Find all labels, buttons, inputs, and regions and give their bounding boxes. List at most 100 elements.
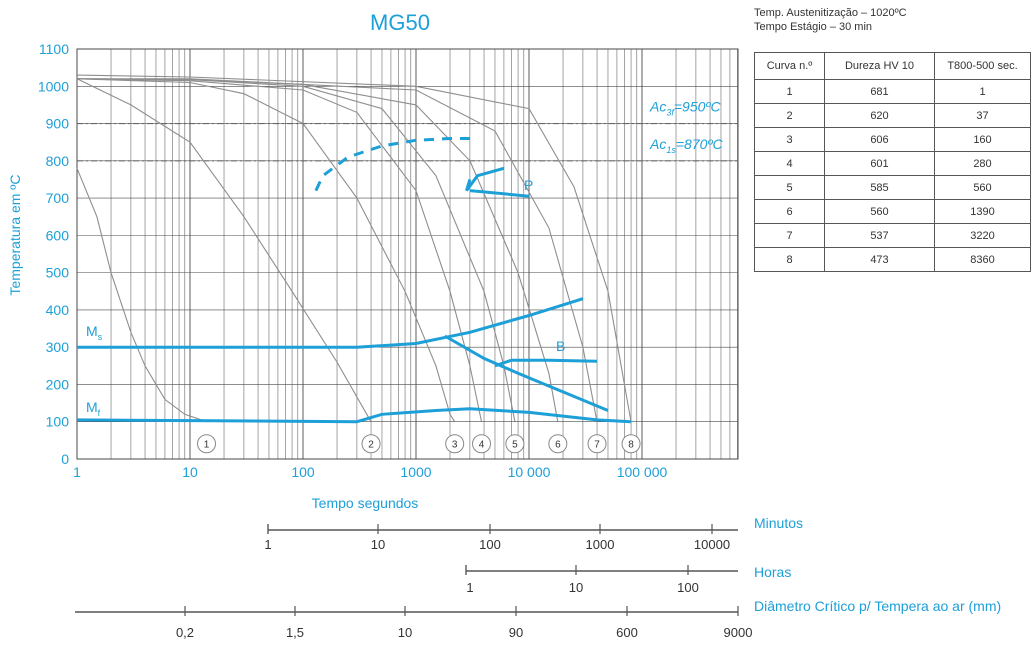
secondary-tick-label: 1 [466, 580, 473, 595]
table-row: 6 560 1390 [754, 199, 1031, 224]
transformation-line [314, 137, 470, 192]
curve-marker [505, 434, 525, 454]
table-cell: 280 [934, 151, 1031, 176]
y-axis-label: Temperatura em ºC [7, 174, 23, 295]
grid [76, 48, 739, 460]
table-cell: 620 [824, 103, 935, 128]
cooling-curve [76, 168, 207, 423]
transformation-line [77, 297, 584, 349]
x-tick-label: 10 [182, 464, 198, 480]
cooling-curve [76, 78, 559, 422]
table-cell: 606 [824, 127, 935, 152]
y-tick-label: 400 [46, 302, 70, 318]
x-tick-label: 10 000 [508, 464, 551, 480]
ref-label-value: =950ºC [674, 99, 722, 115]
secondary-tick-label: 1,5 [286, 625, 304, 640]
cooling-curve [77, 78, 598, 422]
table-cell: 473 [824, 247, 935, 272]
secondary-tick-label: 10 [371, 537, 385, 552]
transformation-lines: P B Ms Mf [76, 137, 632, 424]
table-cell: 1 [754, 79, 825, 104]
table-cell: 8 [754, 247, 825, 272]
y-tick-label: 1100 [39, 41, 69, 57]
pearlite-label: P [524, 177, 533, 193]
ref-label-sub: 1s [666, 145, 676, 155]
curve-marker [197, 434, 217, 454]
curve-marker [445, 434, 465, 454]
curve-marker-label: 8 [628, 440, 634, 451]
table-cell: 4 [754, 151, 825, 176]
table-row: 2 620 37 [754, 103, 1031, 128]
curve-marker [472, 434, 492, 454]
table-cell: 5 [754, 175, 825, 200]
table-header: Curva n.º [754, 52, 825, 80]
x-axis-label: Tempo segundos [312, 495, 419, 511]
secondary-axis-label-minutes: Minutos [754, 515, 804, 531]
curve-marker [587, 434, 607, 454]
table-cell: 8360 [934, 247, 1031, 272]
reference-lines: Ac3f=950ºC Ac1s=870ºC [77, 99, 738, 162]
curve-marker [548, 434, 568, 454]
curve-marker [361, 434, 381, 454]
bainite-label: B [556, 338, 565, 354]
table-cell: 1 [934, 79, 1031, 104]
table-cell: 37 [934, 103, 1031, 128]
secondary-tick-label: 10000 [694, 537, 730, 552]
curve-marker-label: 5 [512, 440, 518, 451]
table-row: 1 681 1 [754, 79, 1031, 104]
secondary-tick-label: 1000 [586, 537, 615, 552]
transformation-line [494, 358, 598, 368]
chart-title: MG50 [370, 10, 430, 35]
curve-marker [621, 434, 641, 454]
ms-label: Ms [86, 323, 103, 342]
secondary-tick-label: 600 [616, 625, 638, 640]
y-tick-label: 500 [46, 265, 70, 281]
x-tick-label: 100 [291, 464, 315, 480]
y-tick-label: 200 [46, 376, 70, 392]
table-cell: 585 [824, 175, 935, 200]
table-cell: 160 [934, 127, 1031, 152]
curve-marker-label: 3 [452, 440, 458, 451]
secondary-tick-label: 100 [677, 580, 699, 595]
curve-marker-label: 1 [204, 440, 210, 451]
mf-label: Mf [86, 399, 101, 418]
transformation-line [469, 189, 530, 198]
table-row: 8 473 8360 [754, 247, 1031, 272]
table-cell: 3220 [934, 223, 1031, 248]
table-cell: 681 [824, 79, 935, 104]
ms-label-sub: s [98, 332, 103, 342]
y-tick-label: 300 [46, 339, 70, 355]
secondary-axis-label-diameter: Diâmetro Crítico p/ Tempera ao ar (mm) [754, 598, 1002, 614]
cooling-curves: 1 2 3 4 5 6 7 8 [76, 74, 641, 454]
austenitization-text: Temp. Austenitização – 1020ºC [754, 7, 907, 19]
y-tick-label: 700 [46, 190, 70, 206]
transformation-line [76, 407, 632, 424]
secondary-axis-label-hours: Horas [754, 564, 792, 580]
curve-marker-label: 6 [555, 440, 561, 451]
curve-marker-label: 2 [368, 440, 374, 451]
table-row: 7 537 3220 [754, 223, 1031, 248]
ref-label-sub: 3f [666, 108, 675, 118]
transformation-line [444, 334, 609, 412]
ref-label-value: =870ºC [676, 136, 724, 152]
table-header: T800-500 sec. [934, 52, 1031, 80]
cooling-curve [76, 78, 372, 422]
cct-chart: MG50 Temperatura em ºC Tempo segundos Ac… [7, 10, 752, 640]
plot-frame [76, 48, 739, 460]
y-tick-label: 1000 [38, 78, 69, 94]
table-cell: 2 [754, 103, 825, 128]
y-tick-label: 800 [46, 153, 70, 169]
curve-marker-label: 4 [479, 440, 485, 451]
cooling-curve [76, 78, 516, 422]
x-tick-label: 100 000 [617, 464, 668, 480]
secondary-tick-label: 10 [398, 625, 412, 640]
x-tick-label: 1000 [400, 464, 431, 480]
cooling-curve [76, 78, 483, 422]
secondary-tick-label: 10 [569, 580, 583, 595]
ref-label: Ac3f=950ºC [649, 99, 722, 118]
table-header: Dureza HV 10 [824, 52, 935, 80]
table-cell: 1390 [934, 199, 1031, 224]
table-cell: 560 [824, 199, 935, 224]
x-tick-label: 1 [73, 464, 81, 480]
